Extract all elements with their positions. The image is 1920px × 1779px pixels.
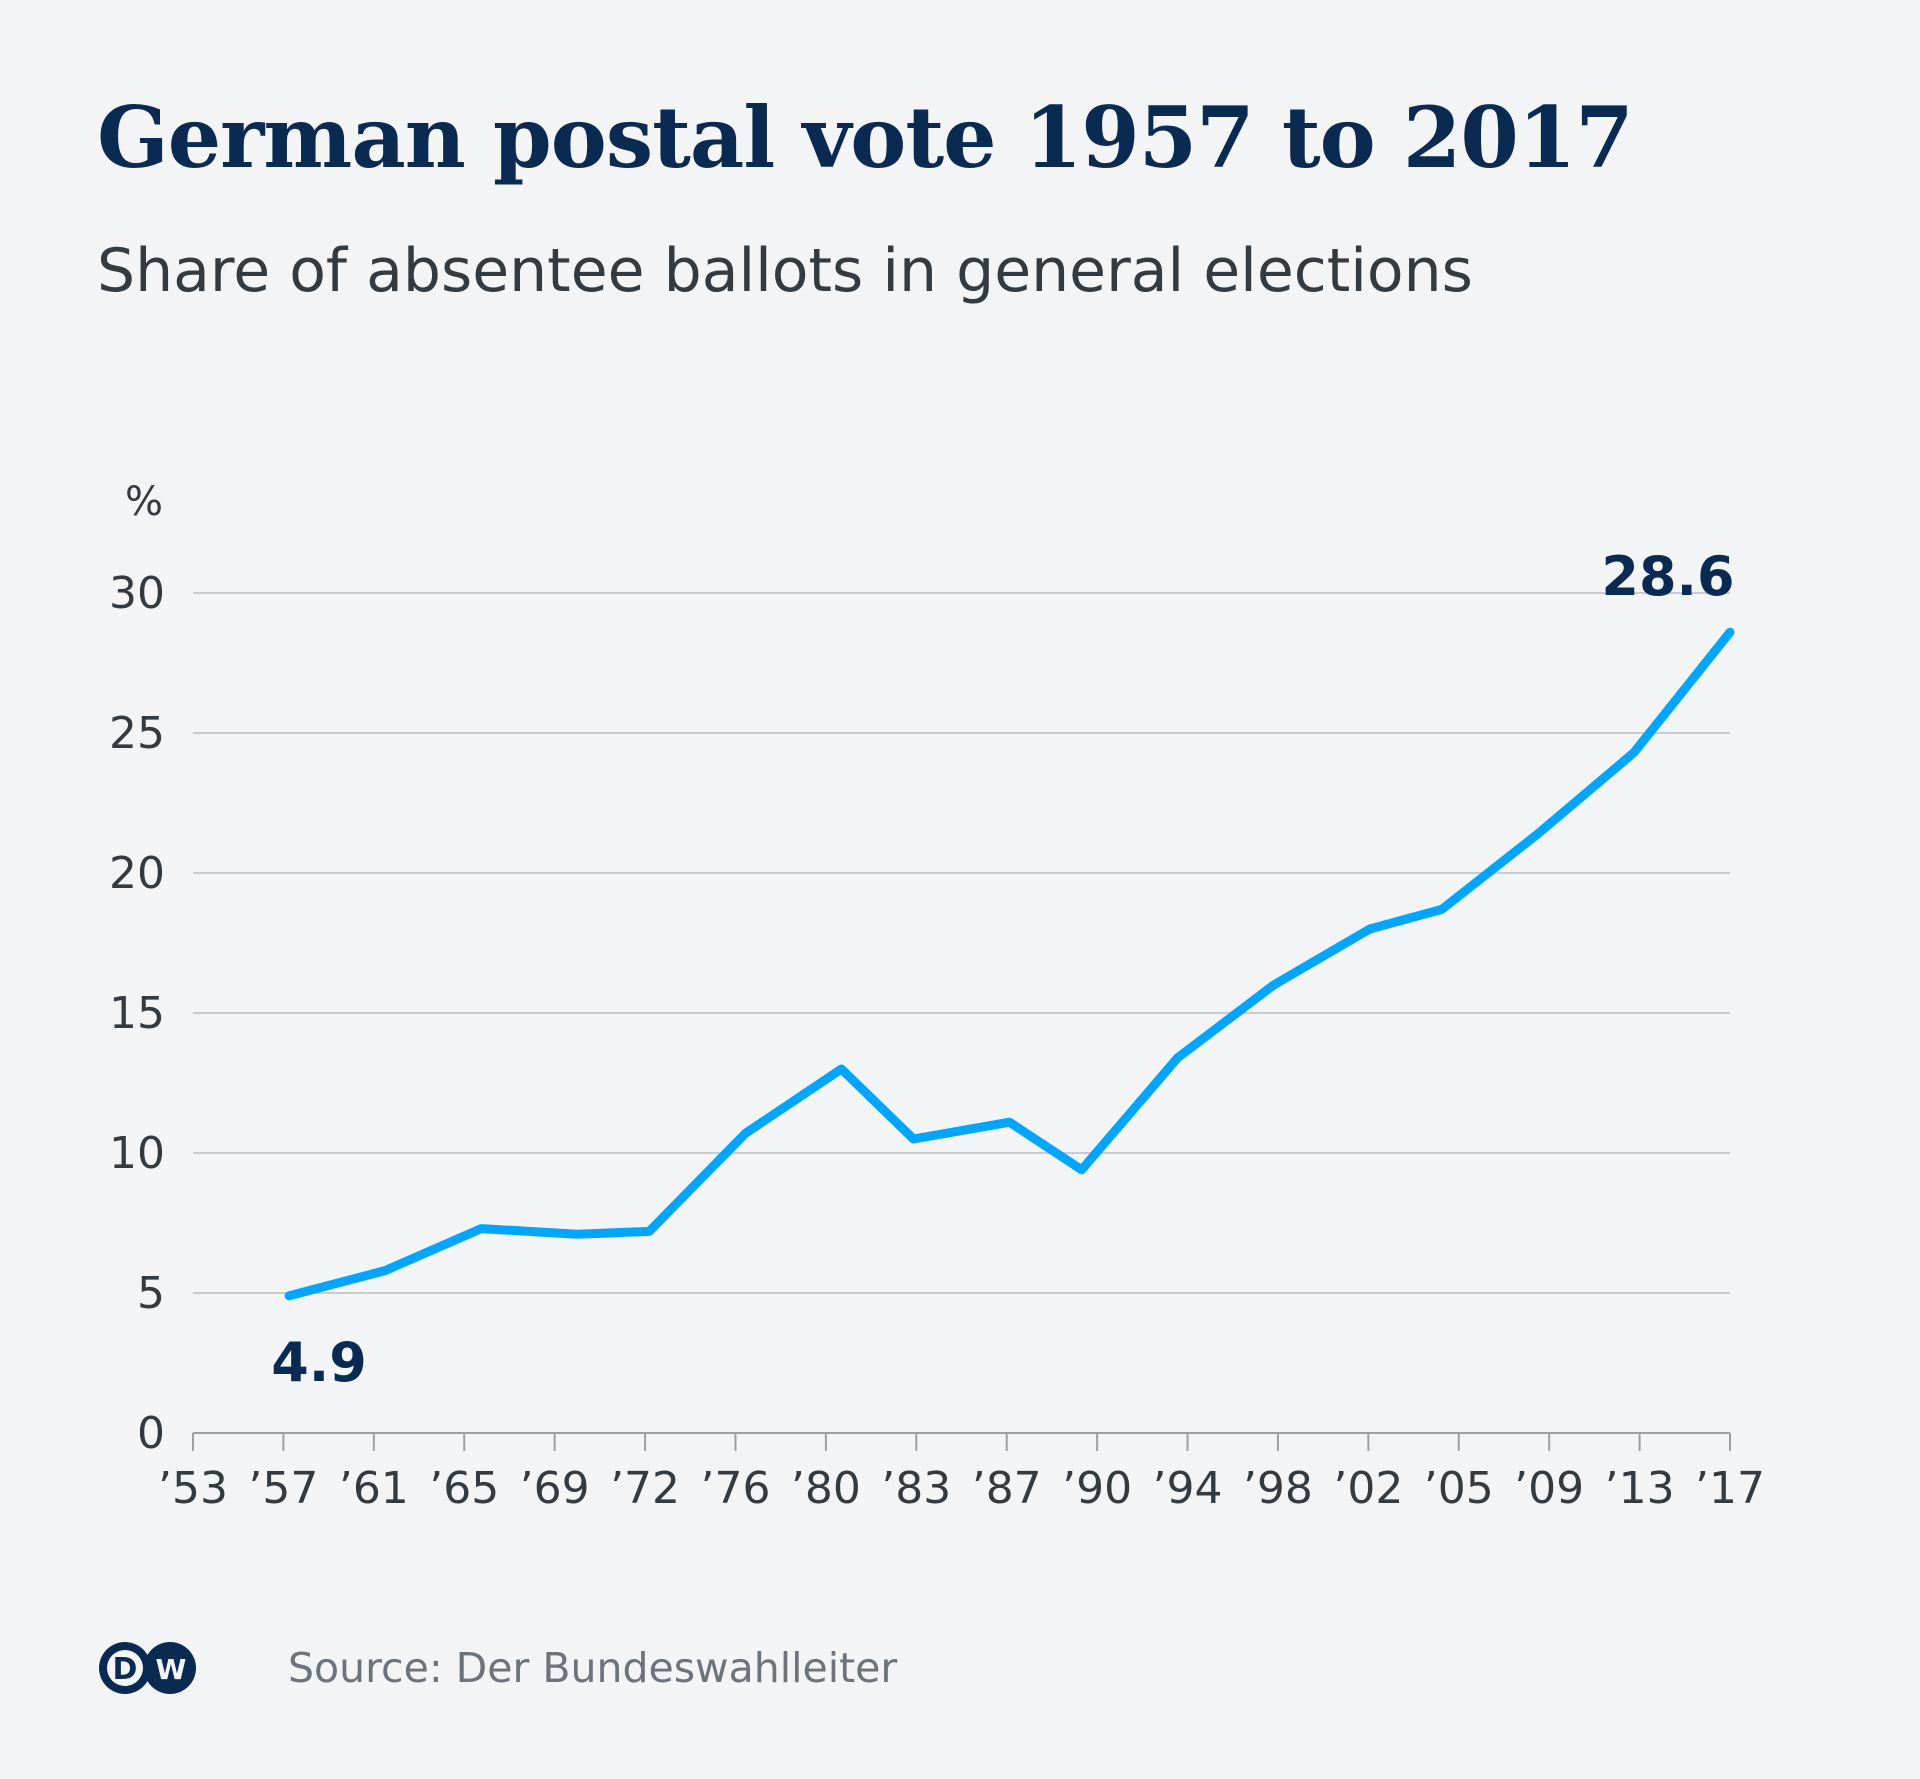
gridlines	[193, 592, 1730, 1294]
y-tick-label: 15	[109, 988, 165, 1039]
x-tick-label: ’13	[1605, 1463, 1675, 1514]
x-tick-label: ’53	[158, 1463, 228, 1514]
x-tick-label: ’80	[791, 1463, 861, 1514]
x-tick-label: ’57	[248, 1463, 318, 1514]
svg-text:W: W	[156, 1653, 187, 1686]
chart-subtitle: Share of absentee ballots in general ele…	[97, 236, 1473, 306]
x-tick-labels: ’53 ’57 ’61 ’65 ’69 ’72 ’76 ’80 ’83 ’87 ’90 ’94 ’98 ’…	[158, 1463, 1765, 1514]
x-tick-label: ’61	[339, 1463, 409, 1514]
x-tick-label: ’02	[1333, 1463, 1403, 1514]
y-tick-label: 30	[109, 568, 165, 619]
y-tick-label: 10	[109, 1128, 165, 1179]
x-tick-label: ’83	[881, 1463, 951, 1514]
data-label: 4.9	[271, 1331, 367, 1394]
y-axis-unit-label: %	[125, 479, 163, 525]
dw-logo-icon: D W	[99, 1642, 196, 1694]
x-tick-label: ’65	[429, 1463, 499, 1514]
x-tick-label: ’87	[972, 1463, 1042, 1514]
x-tick-label: ’69	[520, 1463, 590, 1514]
x-tick-label: ’76	[700, 1463, 770, 1514]
x-axis	[192, 1432, 1731, 1451]
y-tick-label: 20	[109, 848, 165, 899]
x-tick-label: ’05	[1424, 1463, 1494, 1514]
x-tick-label: ’17	[1695, 1463, 1765, 1514]
data-annotations: 4.9 28.6	[271, 545, 1734, 1394]
svg-text:D: D	[113, 1652, 138, 1687]
y-tick-labels: 0 5 10 15 20 25 30	[109, 568, 165, 1459]
y-tick-label: 25	[109, 708, 165, 759]
x-tick-label: ’94	[1153, 1463, 1223, 1514]
x-tick-label: ’72	[610, 1463, 680, 1514]
y-tick-label: 0	[137, 1408, 165, 1459]
x-tick-label: ’09	[1514, 1463, 1584, 1514]
data-label: 28.6	[1601, 545, 1734, 608]
y-tick-label: 5	[137, 1268, 165, 1319]
x-tick-label: ’90	[1062, 1463, 1132, 1514]
source-note: Source: Der Bundeswahlleiter	[288, 1644, 898, 1692]
x-tick-label: ’98	[1243, 1463, 1313, 1514]
series-line	[284, 627, 1735, 1301]
chart-title: German postal vote 1957 to 2017	[97, 88, 1634, 187]
